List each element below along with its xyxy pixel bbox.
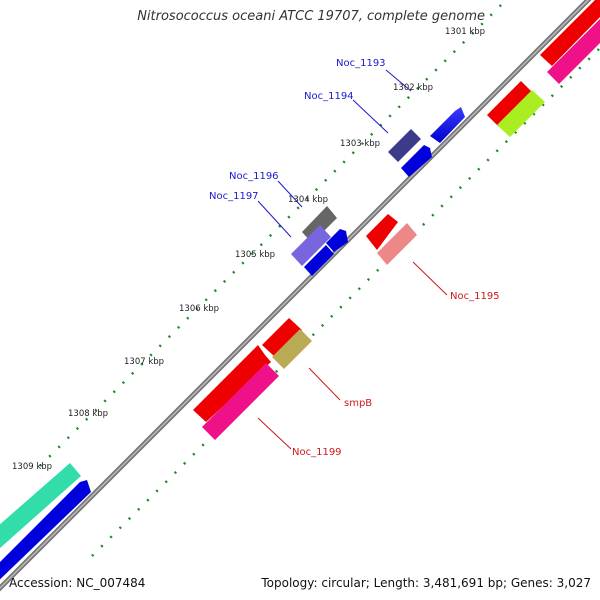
gene-arrow-red-mid[interactable] <box>262 318 302 357</box>
genome-summary-text: Topology: circular; Length: 3,481,691 bp… <box>261 576 591 590</box>
tick-dot-tracks <box>39 0 600 557</box>
tick-label-1303: 1303 kbp <box>340 139 380 149</box>
gene-block-noc-1194[interactable] <box>388 129 421 162</box>
gene-arrow-noc-1195-red[interactable] <box>366 214 398 250</box>
gene-arrow-1197c[interactable] <box>304 245 334 276</box>
inner-dot-track <box>91 47 600 557</box>
gene-arrow-1194b[interactable] <box>401 145 432 177</box>
gene-arrow-noc-1193[interactable] <box>430 107 465 143</box>
gene-block-noc-1195[interactable] <box>377 223 417 265</box>
reverse-strand-genes <box>193 0 600 440</box>
tick-labels: 1301 kbp 1302 kbp 1303 kbp 1304 kbp 1305… <box>12 27 485 472</box>
gene-block-red-topright-1[interactable] <box>540 0 600 66</box>
gene-block-lime[interactable] <box>497 90 545 137</box>
gene-label-noc-1196[interactable]: Noc_1196 <box>229 171 279 182</box>
gene-block-noc-1196[interactable] <box>302 206 337 243</box>
accession-text: Accession: NC_007484 <box>9 576 146 590</box>
tick-label-1308: 1308 kbp <box>68 409 108 419</box>
tick-label-1309: 1309 kbp <box>12 462 52 472</box>
tick-label-1305: 1305 kbp <box>235 250 275 260</box>
gene-labels: Noc_1193 Noc_1194 Noc_1196 Noc_1197 Noc_… <box>209 58 500 458</box>
gene-block-green[interactable] <box>0 463 81 557</box>
gene-label-noc-1199[interactable]: Noc_1199 <box>292 447 342 458</box>
gene-block-noc-1197[interactable] <box>291 225 331 266</box>
tick-label-1307: 1307 kbp <box>124 357 164 367</box>
tick-label-1301: 1301 kbp <box>445 27 485 37</box>
tick-label-1306: 1306 kbp <box>179 304 219 314</box>
gene-arrow-1197b[interactable] <box>326 229 348 252</box>
tick-label-1302: 1302 kbp <box>393 83 433 93</box>
gene-block-smpb[interactable] <box>272 329 312 369</box>
tick-label-1304: 1304 kbp <box>288 195 328 205</box>
gene-label-noc-1195[interactable]: Noc_1195 <box>450 291 500 302</box>
gene-label-noc-1193[interactable]: Noc_1193 <box>336 58 386 69</box>
outer-tick-track <box>39 0 508 467</box>
genome-title: Nitrosococcus oceani ATCC 19707, complet… <box>137 9 485 24</box>
gene-arrow-red-topright-2[interactable] <box>487 81 533 127</box>
gene-arrow-blue-lower[interactable] <box>0 480 91 589</box>
gene-label-smpb[interactable]: smpB <box>344 398 372 409</box>
label-connectors <box>257 69 448 450</box>
gene-block-pink-topright[interactable] <box>547 19 600 84</box>
gene-label-noc-1194[interactable]: Noc_1194 <box>304 91 354 102</box>
forward-strand-genes <box>0 107 465 589</box>
gene-block-noc-1199[interactable] <box>202 363 279 440</box>
gene-label-noc-1197[interactable]: Noc_1197 <box>209 191 259 202</box>
gene-arrow-red-large[interactable] <box>193 345 271 422</box>
